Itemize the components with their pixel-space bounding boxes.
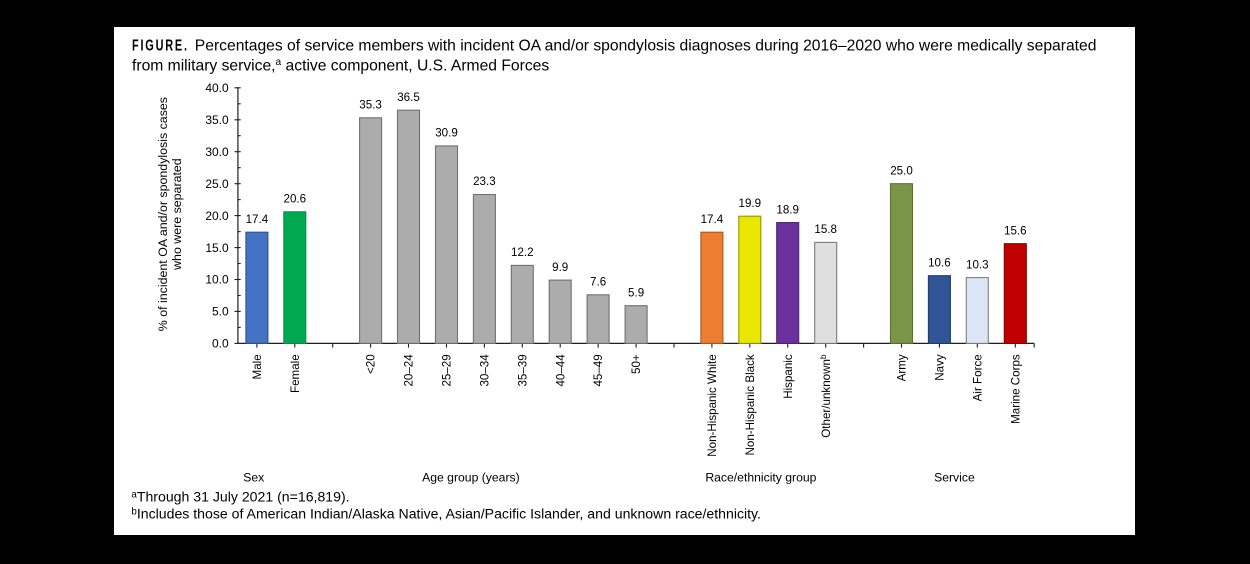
svg-text:15.8: 15.8 [814,223,837,236]
svg-text:35.3: 35.3 [359,99,382,112]
svg-text:35–39: 35–39 [516,354,529,386]
svg-text:<20: <20 [365,354,378,374]
svg-text:Marine Corps: Marine Corps [1009,354,1022,424]
svg-text:FIGURE.: FIGURE. [132,37,189,54]
svg-text:Age group (years): Age group (years) [422,471,520,485]
svg-text:40.0: 40.0 [205,81,229,95]
svg-text:20.0: 20.0 [205,209,229,223]
svg-text:36.5: 36.5 [397,91,420,104]
svg-text:Army: Army [896,354,909,381]
svg-text:25.0: 25.0 [205,177,229,191]
svg-text:17.4: 17.4 [246,213,269,226]
svg-text:30.0: 30.0 [205,145,229,159]
svg-text:Female: Female [289,354,302,393]
svg-text:20.6: 20.6 [284,193,307,206]
svg-text:45–49: 45–49 [592,354,605,386]
svg-text:bIncludes those of American In: bIncludes those of American Indian/Alask… [131,506,761,522]
svg-text:35.0: 35.0 [205,113,229,127]
svg-text:40–44: 40–44 [554,354,567,387]
svg-text:10.0: 10.0 [205,273,229,287]
svg-text:% of incident OA and/or spondy: % of incident OA and/or spondylosis case… [156,97,184,331]
svg-text:5.9: 5.9 [628,286,644,299]
svg-text:Air Force: Air Force [971,354,984,401]
svg-text:Service: Service [934,471,975,485]
svg-text:Other/unknownb: Other/unknownb [818,354,833,438]
svg-text:10.3: 10.3 [966,258,989,271]
svg-text:7.6: 7.6 [590,276,606,289]
svg-text:from military service,a active: from military service,a active component… [132,57,549,74]
svg-text:20–24: 20–24 [403,354,416,387]
svg-text:25.0: 25.0 [890,164,913,177]
svg-text:19.9: 19.9 [739,197,762,210]
svg-text:0.0: 0.0 [212,337,229,351]
svg-text:Non-Hispanic Black: Non-Hispanic Black [744,354,757,455]
svg-text:15.0: 15.0 [205,241,229,255]
svg-text:Male: Male [251,354,264,379]
svg-text:30–34: 30–34 [479,354,492,387]
svg-text:15.6: 15.6 [1004,224,1027,237]
svg-text:10.6: 10.6 [928,256,951,269]
svg-text:12.2: 12.2 [511,246,534,259]
svg-text:25–29: 25–29 [441,354,454,386]
svg-text:9.9: 9.9 [552,261,568,274]
svg-text:23.3: 23.3 [473,175,496,188]
svg-text:Percentages of service members: Percentages of service members with inci… [195,38,1097,55]
svg-text:5.0: 5.0 [212,305,229,319]
svg-text:Hispanic: Hispanic [782,354,795,399]
svg-text:aThrough 31 July 2021 (n=16,81: aThrough 31 July 2021 (n=16,819). [131,488,349,504]
svg-text:18.9: 18.9 [776,203,799,216]
svg-text:17.4: 17.4 [701,213,724,226]
svg-text:Non-Hispanic White: Non-Hispanic White [706,354,719,456]
svg-text:30.9: 30.9 [435,127,458,140]
svg-text:Navy: Navy [934,354,947,381]
svg-text:Sex: Sex [243,471,264,485]
svg-text:Race/ethnicity group: Race/ethnicity group [705,471,816,485]
svg-text:50+: 50+ [630,354,643,374]
